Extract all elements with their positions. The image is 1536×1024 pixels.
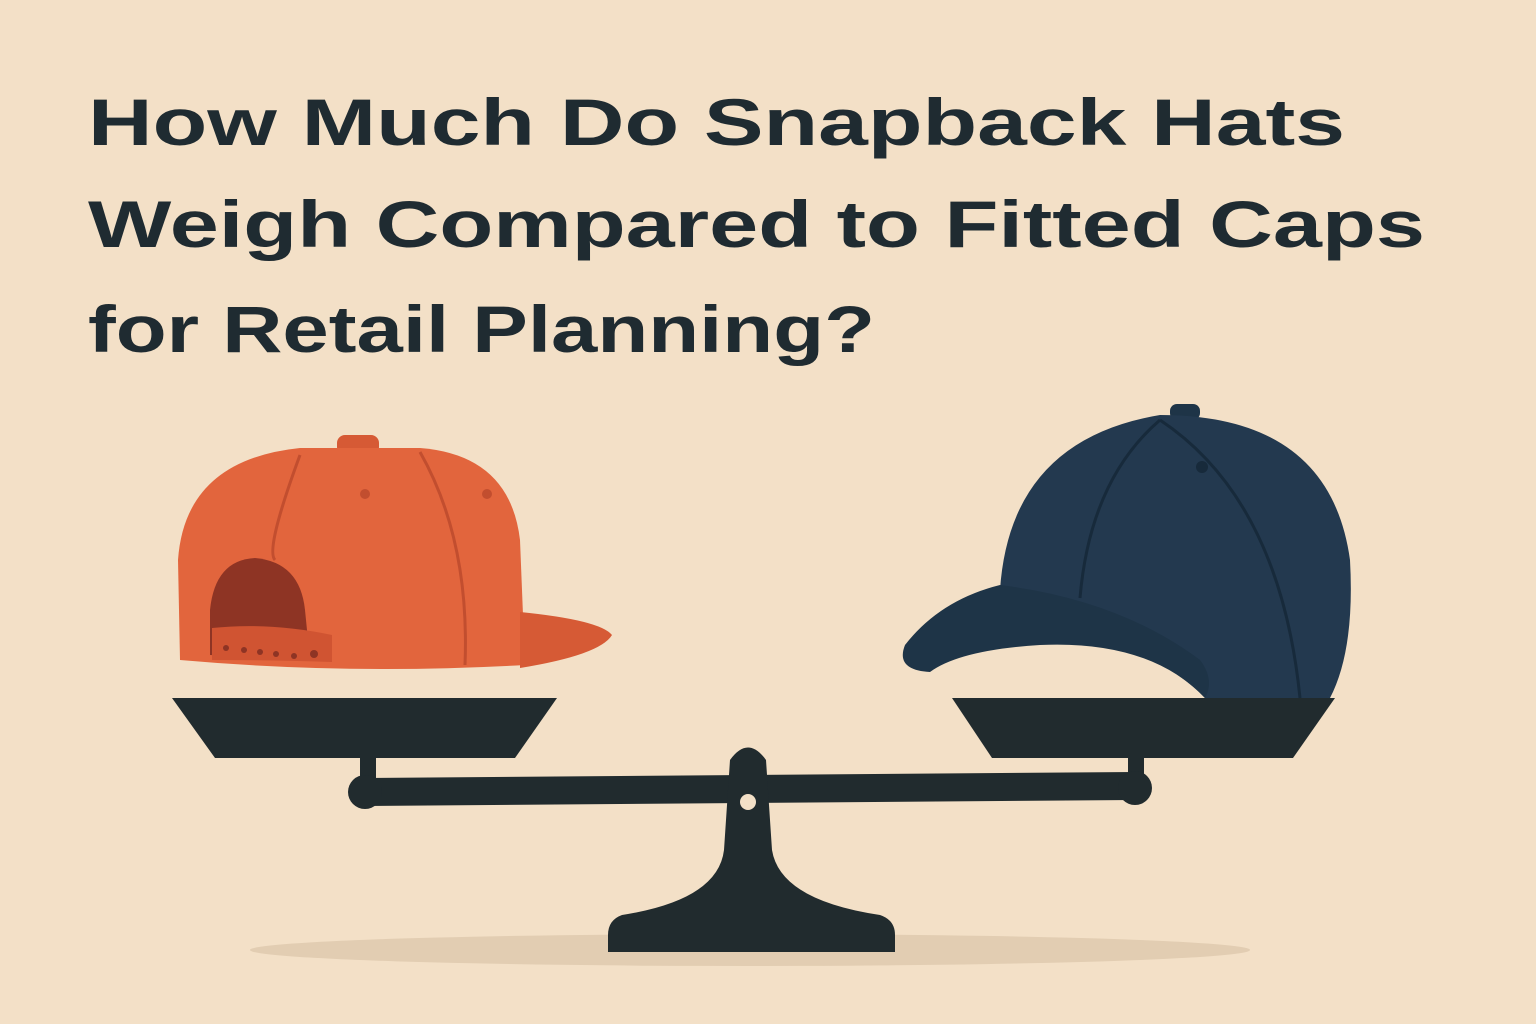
fitted-cap bbox=[902, 404, 1351, 699]
beam-end bbox=[1118, 771, 1152, 805]
seams bbox=[271, 451, 467, 666]
brim bbox=[520, 612, 612, 668]
strap-holes bbox=[223, 645, 318, 659]
right-pan bbox=[952, 698, 1335, 758]
pivot bbox=[740, 794, 756, 810]
title-line: Weigh Compared to Fitted Caps bbox=[88, 187, 1425, 261]
title-line: How Much Do Snapback Hats bbox=[88, 85, 1345, 159]
title: How Much Do Snapback Hats Weigh Compared… bbox=[88, 85, 1425, 366]
title-line: for Retail Planning? bbox=[88, 292, 875, 366]
stand bbox=[608, 747, 895, 952]
eyelet bbox=[482, 489, 492, 499]
left-pan-stem bbox=[360, 756, 376, 780]
left-pan bbox=[172, 698, 557, 758]
seams bbox=[1078, 418, 1302, 699]
scale bbox=[172, 698, 1335, 952]
snapback-hat bbox=[178, 435, 612, 669]
strap bbox=[212, 626, 332, 662]
eyelet bbox=[360, 489, 370, 499]
beam-end bbox=[348, 775, 382, 809]
crown bbox=[1000, 415, 1351, 698]
eyelet bbox=[1196, 461, 1208, 473]
brim bbox=[902, 585, 1209, 698]
